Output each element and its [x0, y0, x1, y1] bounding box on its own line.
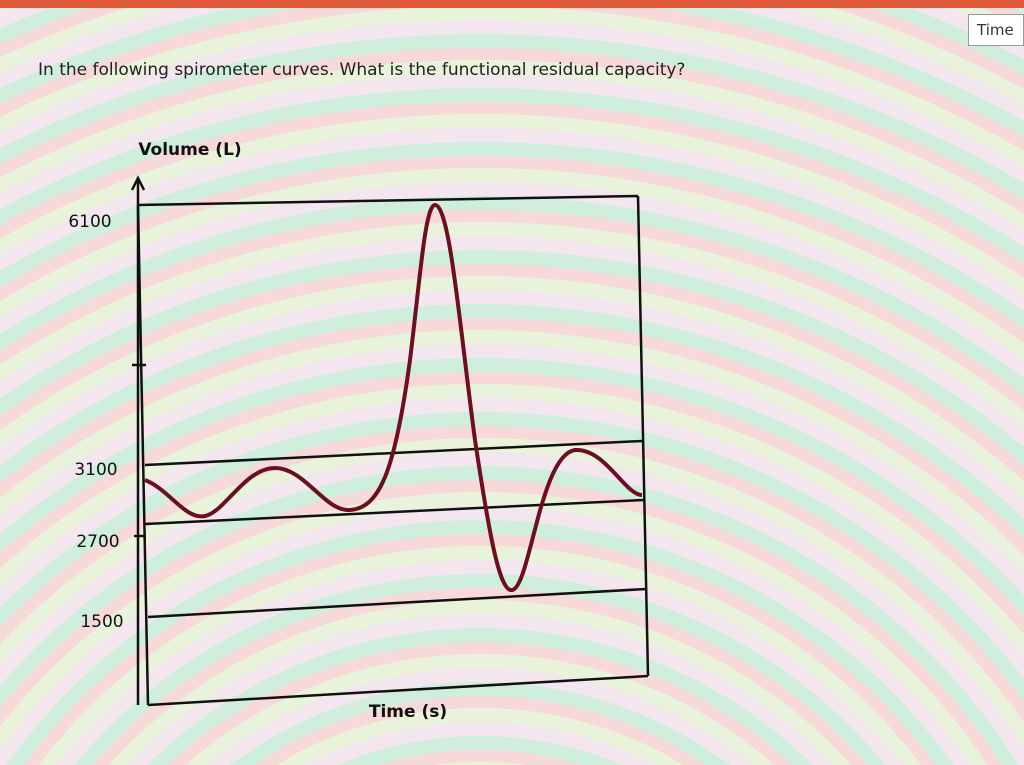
level-line: [137, 194, 639, 207]
frame: [130, 175, 650, 707]
axis-arrow: [130, 175, 146, 191]
level-label: 6100: [68, 212, 111, 232]
level-label: 2700: [76, 532, 119, 552]
question-text: In the following spirometer curves. What…: [38, 60, 686, 80]
level-line: [147, 587, 647, 619]
top-bar: [0, 0, 1024, 8]
level-label: 1500: [80, 612, 123, 632]
volume-curve: [144, 202, 643, 592]
x-axis-label: Time (s): [369, 702, 447, 722]
level-label: 3100: [74, 460, 117, 480]
frame-bottom: [147, 674, 649, 707]
level-line: [144, 498, 645, 526]
y-axis-label: Volume (L): [138, 140, 241, 160]
frame-right: [636, 195, 650, 677]
timer-tab[interactable]: Time: [968, 14, 1024, 46]
frame-left: [136, 204, 150, 706]
